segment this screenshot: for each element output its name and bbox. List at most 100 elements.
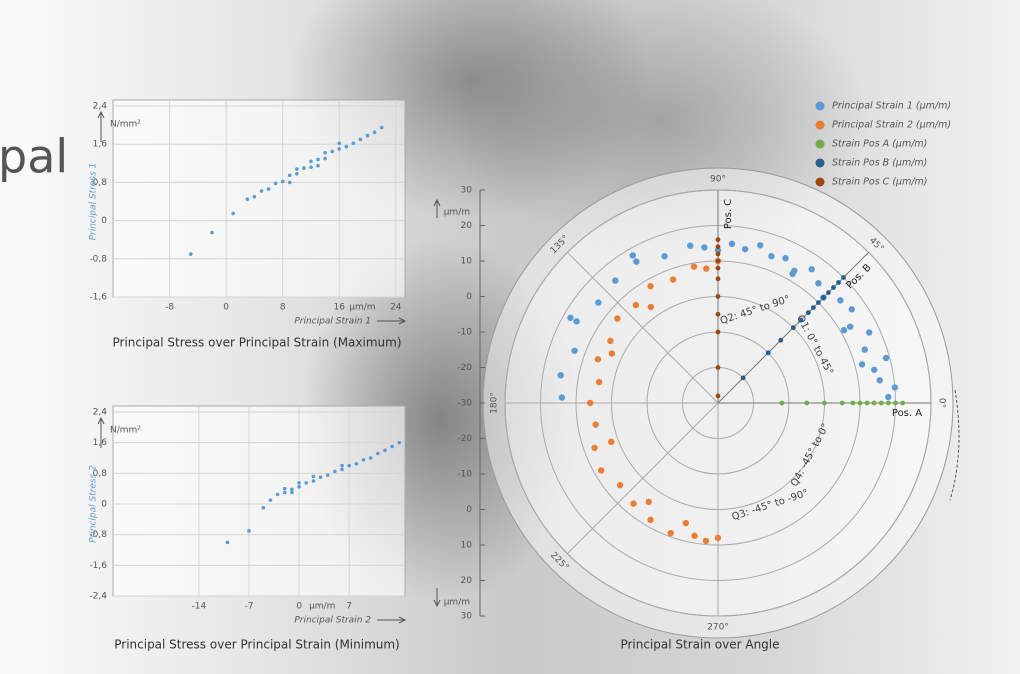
r-tick-label: 20: [461, 221, 473, 231]
r-unit: µm/m: [444, 598, 470, 608]
point: [864, 400, 870, 406]
point: [295, 172, 299, 176]
arrow-head: [433, 198, 441, 207]
point: [337, 147, 342, 151]
point: [351, 141, 356, 146]
point: [316, 163, 320, 168]
point: [900, 400, 905, 406]
point: [282, 490, 287, 495]
r-tick-label: -10: [457, 470, 472, 480]
point: [275, 492, 280, 497]
chart-title: Principal Stress over Principal Strain (…: [112, 336, 401, 350]
y-tick-label: 2,4: [93, 408, 108, 418]
point: [822, 400, 827, 406]
point: [715, 294, 721, 299]
chart-title: Principal Stress over Principal Strain (…: [114, 638, 400, 652]
point: [344, 144, 349, 149]
point: [261, 506, 266, 510]
r-tick-label: 30: [461, 612, 473, 622]
point: [885, 393, 892, 401]
angle-label: 270°: [707, 623, 729, 633]
point: [805, 310, 811, 316]
x-tick-label: -14: [192, 602, 207, 612]
point: [893, 400, 898, 406]
point: [309, 159, 313, 164]
point: [715, 258, 721, 264]
point: [383, 448, 387, 453]
y-tick-label: -1,6: [89, 293, 107, 303]
point: [268, 498, 273, 502]
point: [715, 311, 721, 317]
legend-label: Principal Strain 1 (µm/m): [832, 101, 951, 112]
point: [587, 399, 594, 407]
point: [878, 400, 884, 406]
arrow-head: [398, 616, 407, 624]
point: [340, 467, 344, 472]
y-tick-label: 1,6: [93, 140, 108, 150]
point: [231, 211, 235, 216]
point: [330, 149, 334, 154]
point: [597, 467, 605, 474]
point: [280, 179, 285, 184]
point: [337, 141, 342, 146]
point: [789, 270, 796, 278]
point: [316, 157, 320, 162]
point: [558, 394, 566, 401]
legend-swatch: [815, 158, 825, 168]
point: [591, 444, 598, 452]
y-tick-label: -0,8: [89, 254, 107, 264]
y-unit: N/mm²: [110, 120, 141, 130]
r-tick-label: 0: [466, 505, 472, 515]
arrow-head: [97, 416, 105, 425]
point: [765, 350, 771, 356]
point: [661, 253, 668, 260]
point: [690, 263, 698, 270]
point: [632, 301, 640, 309]
arrow-head: [398, 317, 407, 325]
legend-swatch: [815, 101, 825, 111]
point: [633, 258, 640, 265]
y-tick-label: 2,4: [93, 102, 108, 112]
point: [390, 444, 394, 449]
point: [815, 280, 822, 287]
point: [340, 463, 344, 468]
point: [614, 315, 621, 322]
point: [810, 305, 816, 311]
point: [282, 486, 287, 491]
point: [325, 473, 330, 478]
point: [323, 150, 327, 155]
r-unit: µm/m: [444, 208, 470, 218]
point: [715, 237, 721, 243]
point: [891, 384, 899, 391]
arrow-head: [97, 110, 105, 119]
point: [782, 255, 789, 262]
legend-swatch: [815, 120, 825, 130]
x-tick-label: -8: [165, 303, 174, 313]
legend-label: Principal Strain 2 (µm/m): [832, 120, 951, 131]
point: [608, 438, 615, 446]
point: [309, 165, 313, 169]
plot-area: [112, 405, 406, 597]
point: [715, 276, 721, 282]
point: [647, 282, 654, 290]
point: [361, 458, 366, 462]
direction-label: Pos. C: [723, 199, 734, 229]
legend-swatch: [815, 177, 825, 187]
point: [616, 481, 624, 489]
y-tick-label: -0,8: [89, 530, 107, 540]
legend-label: Strain Pos A (µm/m): [832, 139, 927, 150]
point: [358, 137, 363, 142]
point: [702, 537, 710, 545]
point: [715, 393, 721, 399]
point: [188, 252, 193, 256]
point: [210, 230, 214, 235]
angle-label: 90°: [710, 175, 726, 185]
r-tick-label: -10: [457, 328, 472, 338]
y-tick-label: -1,6: [89, 561, 107, 571]
point: [365, 133, 370, 138]
x-tick-label: -7: [244, 602, 253, 612]
legend-swatch: [815, 139, 825, 149]
point: [866, 329, 873, 336]
point: [841, 275, 846, 280]
